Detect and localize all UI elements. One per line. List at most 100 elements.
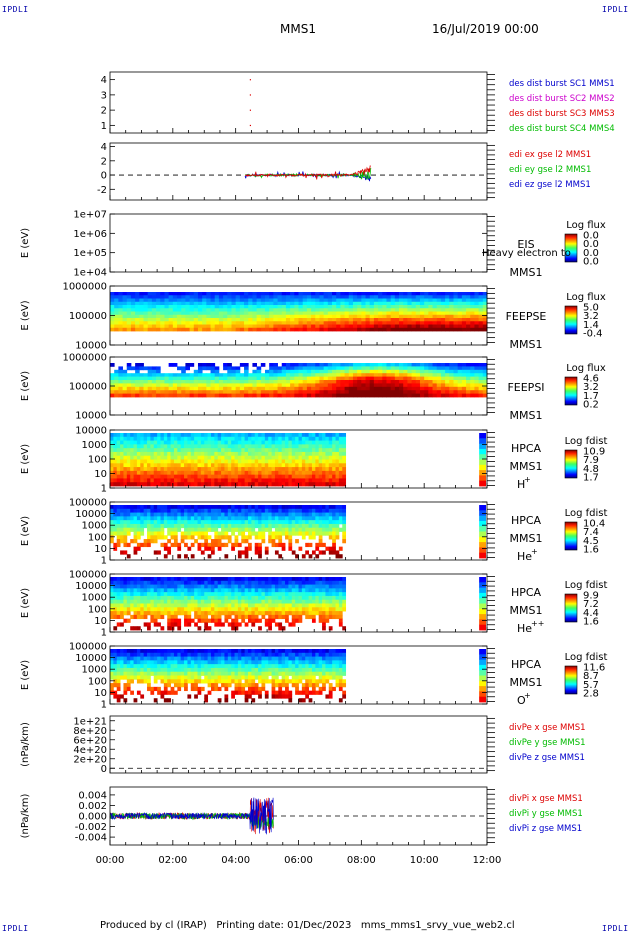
hpca_he-cell: [136, 512, 141, 517]
feepsi-cell: [411, 380, 417, 384]
feepsi-cell: [478, 390, 484, 394]
feepsi-cell: [478, 369, 484, 374]
hpca_h-cell: [328, 470, 333, 476]
feepse-cell: [323, 314, 329, 319]
hpca_h-cell: [234, 451, 239, 457]
hpca_h-cell: [160, 459, 165, 464]
feepsi-cell: [168, 383, 174, 388]
hpca_hepp-cell: [325, 611, 330, 616]
feepse-cell: [185, 324, 190, 329]
feepsi-cell: [264, 386, 270, 391]
feepsi-cell: [256, 366, 262, 371]
hpca_hepp-cell: [170, 603, 175, 608]
hpca_he-cell: [224, 516, 229, 521]
hpca_hepp-cell: [204, 592, 209, 597]
feepsi-cell: [185, 386, 190, 391]
hpca_he-cell: [318, 542, 323, 548]
feepse-cell: [352, 308, 358, 312]
hpca_he-cell: [234, 516, 239, 521]
hpca_hepp-cell: [160, 603, 165, 608]
feepse-cell: [135, 305, 140, 309]
hpca_h-cell: [251, 470, 256, 476]
hpca_h-cell: [271, 451, 276, 457]
hpca_hepp-cell: [305, 577, 309, 582]
hpca_hepp-cell: [298, 580, 303, 585]
feepsi-cell: [361, 366, 366, 371]
hpca_hepp-cell: [261, 611, 266, 616]
feepsi-cell: [478, 380, 484, 384]
feepsi-cell: [457, 383, 463, 388]
feepsi-cell: [277, 393, 283, 398]
feepse-cell: [285, 292, 291, 296]
hpca_h-cell: [264, 470, 269, 476]
feepsi-cell: [285, 393, 291, 398]
hpca_hepp-cell: [153, 584, 158, 589]
hpca_hepp-cell: [180, 603, 185, 608]
feepse-cell: [449, 327, 454, 332]
feepsi-cell: [147, 376, 153, 381]
feepse-cell: [256, 324, 262, 329]
hpca_h-cell: [177, 451, 182, 457]
feepse-cell: [457, 301, 463, 306]
feepse-cell: [373, 298, 379, 303]
hpca_he-cell: [160, 516, 165, 521]
hpca_h-cell: [194, 459, 198, 464]
feepse-cell: [474, 298, 480, 303]
hpca_he-cell: [207, 512, 212, 517]
hpca_h-cell: [315, 433, 320, 438]
feepse-cell: [302, 298, 308, 303]
hpca_h-instrument-label: HPCA: [511, 442, 542, 455]
feepsi-cell: [373, 366, 379, 371]
feepsi-cell: [352, 369, 358, 374]
feepse-cell: [424, 321, 429, 325]
hpca_h-cell: [177, 433, 182, 438]
feepsi-cell: [449, 383, 454, 388]
hpca_he-cell: [342, 527, 347, 532]
feepsi-cell: [424, 383, 429, 388]
hpca_he-cell: [271, 520, 276, 525]
feepsi-cell: [399, 373, 404, 377]
hpca_hepp-cell: [190, 618, 195, 623]
feepse-cell: [252, 327, 258, 332]
hpca_h-cell: [342, 474, 347, 479]
feepsi-cell: [432, 393, 438, 398]
hpca_h-cell: [285, 436, 289, 441]
hpca_h-cell: [295, 459, 299, 464]
feepse-cell: [164, 318, 170, 322]
hpca_he-cell: [258, 542, 262, 548]
hpca_h-cell: [274, 436, 279, 441]
feepse-cell: [470, 301, 475, 306]
hpca_hepp-cell: [251, 603, 256, 608]
feepse-cell: [281, 314, 287, 319]
feepse-cell: [382, 305, 387, 309]
feepse-cell: [151, 321, 157, 325]
hpca_h-cell: [184, 436, 188, 441]
feepsi-instrument-label: FEEPSI: [507, 381, 544, 394]
hpca_h-cell: [133, 436, 138, 441]
hpca_he-cell: [251, 531, 256, 536]
feepse-cell: [373, 318, 379, 322]
hpca_hepp-cell: [268, 607, 272, 612]
feepsi-cell: [357, 373, 362, 377]
hpca_he-cell: [278, 516, 283, 521]
feepsi-cell: [302, 369, 308, 374]
hpca_h-cell: [177, 467, 182, 472]
feepsi-cell: [311, 393, 316, 398]
feepsi-cell: [378, 369, 383, 374]
hpca_h-cell: [200, 463, 205, 468]
feepsi-cell: [306, 386, 312, 391]
feepsi-cell: [164, 393, 170, 398]
feepse-cell: [227, 318, 232, 322]
hpca_hepp-cell: [130, 614, 134, 620]
feepse-cell: [386, 292, 392, 296]
feepse-cell: [390, 292, 396, 296]
feepse-cell: [290, 324, 295, 329]
feepse-cell: [403, 301, 408, 306]
hpca_he-cell: [237, 550, 242, 555]
feepse-cell: [252, 295, 258, 299]
feepsi-cell: [164, 380, 170, 384]
hpca_o-cell: [110, 649, 114, 654]
hpca_he-cell: [241, 550, 246, 555]
hpca_h-cell: [264, 467, 269, 472]
hpca_h-cell: [335, 463, 340, 468]
